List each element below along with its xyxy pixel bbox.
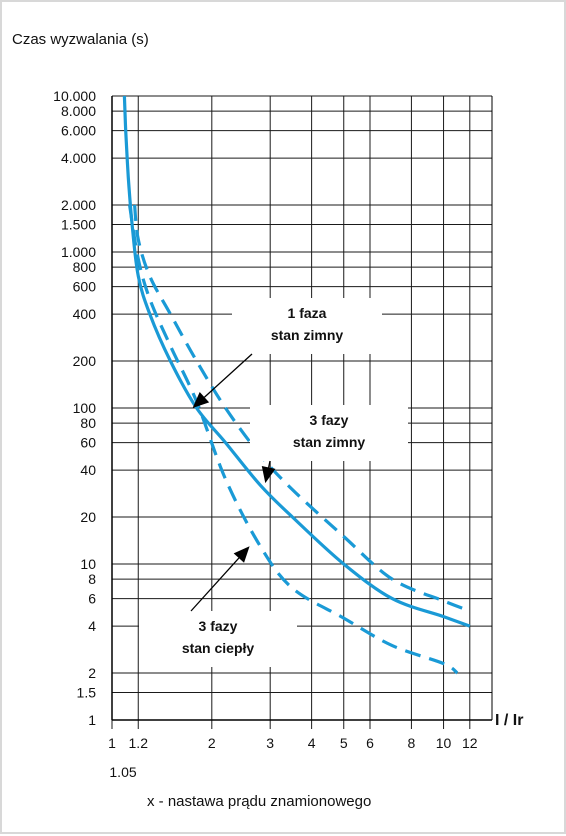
y-tick-label: 8.000 [61, 103, 96, 119]
y-tick-label: 10.000 [53, 88, 96, 104]
y-tick-label: 1.5 [77, 685, 97, 701]
x-tick-label: 1.2 [129, 735, 149, 751]
annotation-arrow-line [190, 557, 240, 612]
annotation-arrowhead [192, 392, 210, 408]
y-tick-label: 20 [80, 509, 96, 525]
x-tick-label: 4 [308, 735, 316, 751]
x-unit-label: I / Ir [495, 712, 523, 729]
series-line-3 [128, 204, 459, 675]
y-tick-label: 4.000 [61, 150, 96, 166]
y-tick-label: 8 [88, 571, 96, 587]
x-tick-label: 2 [208, 735, 216, 751]
y-tick-label: 1.000 [61, 244, 96, 260]
y-tick-label: 6 [88, 591, 96, 607]
y-tick-label: 800 [73, 259, 97, 275]
y-tick-label: 1 [88, 712, 96, 728]
y-tick-label: 400 [73, 306, 97, 322]
annotation-box [250, 405, 408, 461]
annotation-1: 1 faza stan zimny [192, 298, 382, 408]
annotation-layer: 1 faza stan zimny 3 fazy stan zimny 3 fazy st… [139, 298, 408, 667]
x-tick-label: 1 [108, 735, 116, 751]
annotation-arrow-line [203, 353, 253, 398]
x-tick-label: 3 [266, 735, 274, 751]
y-tick-label: 1.500 [61, 217, 96, 233]
y-tick-label: 100 [73, 400, 97, 416]
annotation-box [232, 298, 382, 354]
x-tick-labels: 1 1.2 2 3 4 5 6 8 10 12 1.05 [108, 735, 478, 780]
series-line-1 [122, 95, 471, 628]
x-axis-label: x - nastawa prądu znamionowego [147, 793, 371, 810]
series-layer [122, 95, 471, 675]
x-tick-label: 12 [462, 735, 478, 751]
annotation-3: 3 fazy stan ciepły [139, 546, 297, 667]
y-tick-label: 60 [80, 435, 96, 451]
annotation-label: stan zimny [293, 434, 366, 450]
annotation-label: 3 fazy [310, 412, 349, 428]
y-tick-label: 4 [88, 618, 96, 634]
annotation-label: 1 faza [288, 305, 327, 321]
y-tick-label: 6.000 [61, 123, 96, 139]
x-tick-label: 8 [408, 735, 416, 751]
annotation-box [139, 611, 297, 667]
y-axis-label: Czas wyzwalania (s) [12, 31, 149, 48]
annotation-label: 3 fazy [199, 618, 238, 634]
y-tick-label: 2.000 [61, 197, 96, 213]
annotation-arrowhead [261, 466, 276, 484]
annotation-arrow-line [267, 460, 271, 468]
x-tick-label: 10 [436, 735, 452, 751]
y-tick-label: 40 [80, 462, 96, 478]
x-tick-label: 1.05 [109, 764, 136, 780]
y-tick-label: 80 [80, 415, 96, 431]
annotation-label: stan ciepły [182, 640, 255, 656]
annotation-arrowhead [233, 546, 250, 563]
x-tick-label: 5 [340, 735, 348, 751]
annotation-label: stan zimny [271, 327, 344, 343]
y-tick-label: 200 [73, 353, 97, 369]
series-line-2 [133, 204, 471, 613]
y-tick-label: 2 [88, 665, 96, 681]
y-tick-label: 600 [73, 279, 97, 295]
y-tick-label: 10 [80, 556, 96, 572]
annotation-2: 3 fazy stan zimny [250, 405, 408, 484]
x-tick-label: 6 [366, 735, 374, 751]
